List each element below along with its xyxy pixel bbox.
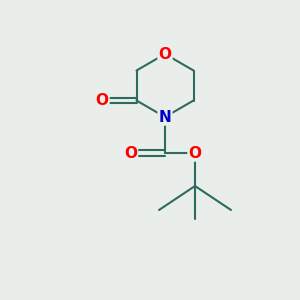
Text: O: O: [95, 93, 109, 108]
Text: O: O: [124, 146, 137, 160]
Text: N: N: [159, 110, 171, 124]
Text: O: O: [158, 46, 172, 62]
Text: O: O: [188, 146, 202, 160]
